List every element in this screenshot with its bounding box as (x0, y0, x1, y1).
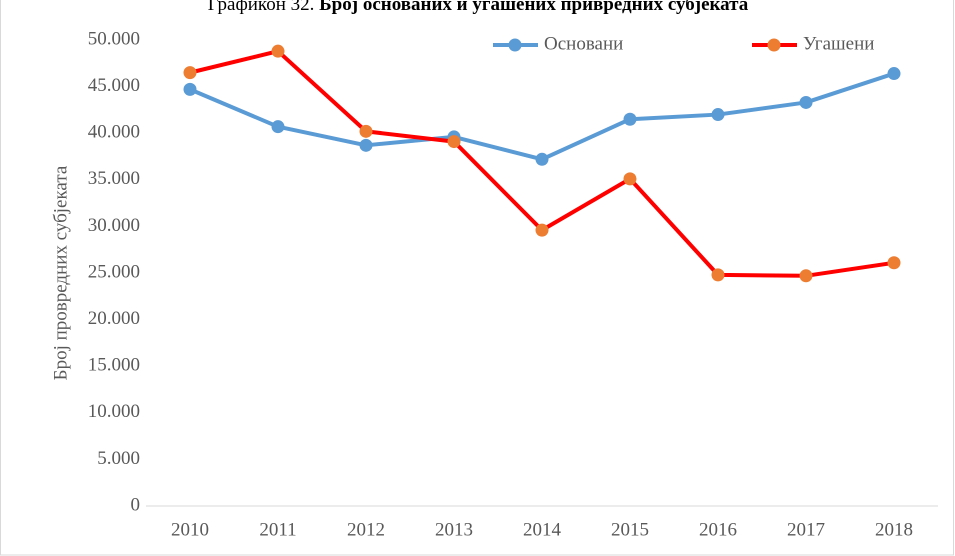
data-point (711, 268, 725, 282)
data-point (623, 112, 637, 126)
y-tick-label: 45.000 (88, 75, 140, 96)
x-tick-label: 2014 (523, 519, 562, 540)
data-point (887, 67, 901, 81)
data-point (359, 138, 373, 152)
y-tick-label: 20.000 (88, 308, 140, 329)
x-tick-label: 2017 (787, 519, 825, 540)
data-point (623, 172, 637, 186)
x-tick-label: 2012 (347, 519, 385, 540)
x-tick-label: 2016 (699, 519, 737, 540)
data-point (799, 95, 813, 109)
y-tick-label: 5.000 (97, 448, 140, 469)
legend-label: Основани (544, 33, 623, 54)
y-tick-label: 25.000 (88, 261, 140, 282)
legend-marker (767, 38, 781, 52)
series-line (189, 71, 895, 162)
data-point (447, 135, 461, 149)
data-point (711, 108, 725, 122)
y-tick-label: 10.000 (88, 401, 140, 422)
data-point (359, 124, 373, 138)
x-tick-label: 2011 (259, 519, 296, 540)
data-point (183, 82, 197, 96)
x-tick-label: 2015 (611, 519, 649, 540)
chart-title: Графикон 32. Број основаних и угашених п… (208, 0, 749, 15)
data-point (887, 256, 901, 270)
x-tick-label: 2018 (875, 519, 913, 540)
y-tick-label: 0 (131, 494, 141, 515)
y-axis-label: Број провредних субјеката (50, 165, 71, 380)
data-point (535, 152, 549, 166)
title-label: Графикон 32. (208, 0, 315, 15)
y-tick-label: 15.000 (88, 355, 140, 376)
data-point (799, 269, 813, 283)
data-point (183, 66, 197, 80)
y-tick-label: 30.000 (88, 215, 140, 236)
data-point (535, 223, 549, 237)
legend-label: Угашени (803, 33, 874, 54)
y-tick-label: 35.000 (88, 168, 140, 189)
data-point (271, 44, 285, 58)
title-text: Број основаних и угашених привредних суб… (319, 0, 749, 15)
data-point (271, 120, 285, 134)
y-tick-label: 40.000 (88, 122, 140, 143)
legend-marker (508, 38, 522, 52)
x-tick-label: 2013 (435, 519, 473, 540)
x-tick-label: 2010 (171, 519, 209, 540)
y-tick-label: 50.000 (88, 28, 140, 49)
